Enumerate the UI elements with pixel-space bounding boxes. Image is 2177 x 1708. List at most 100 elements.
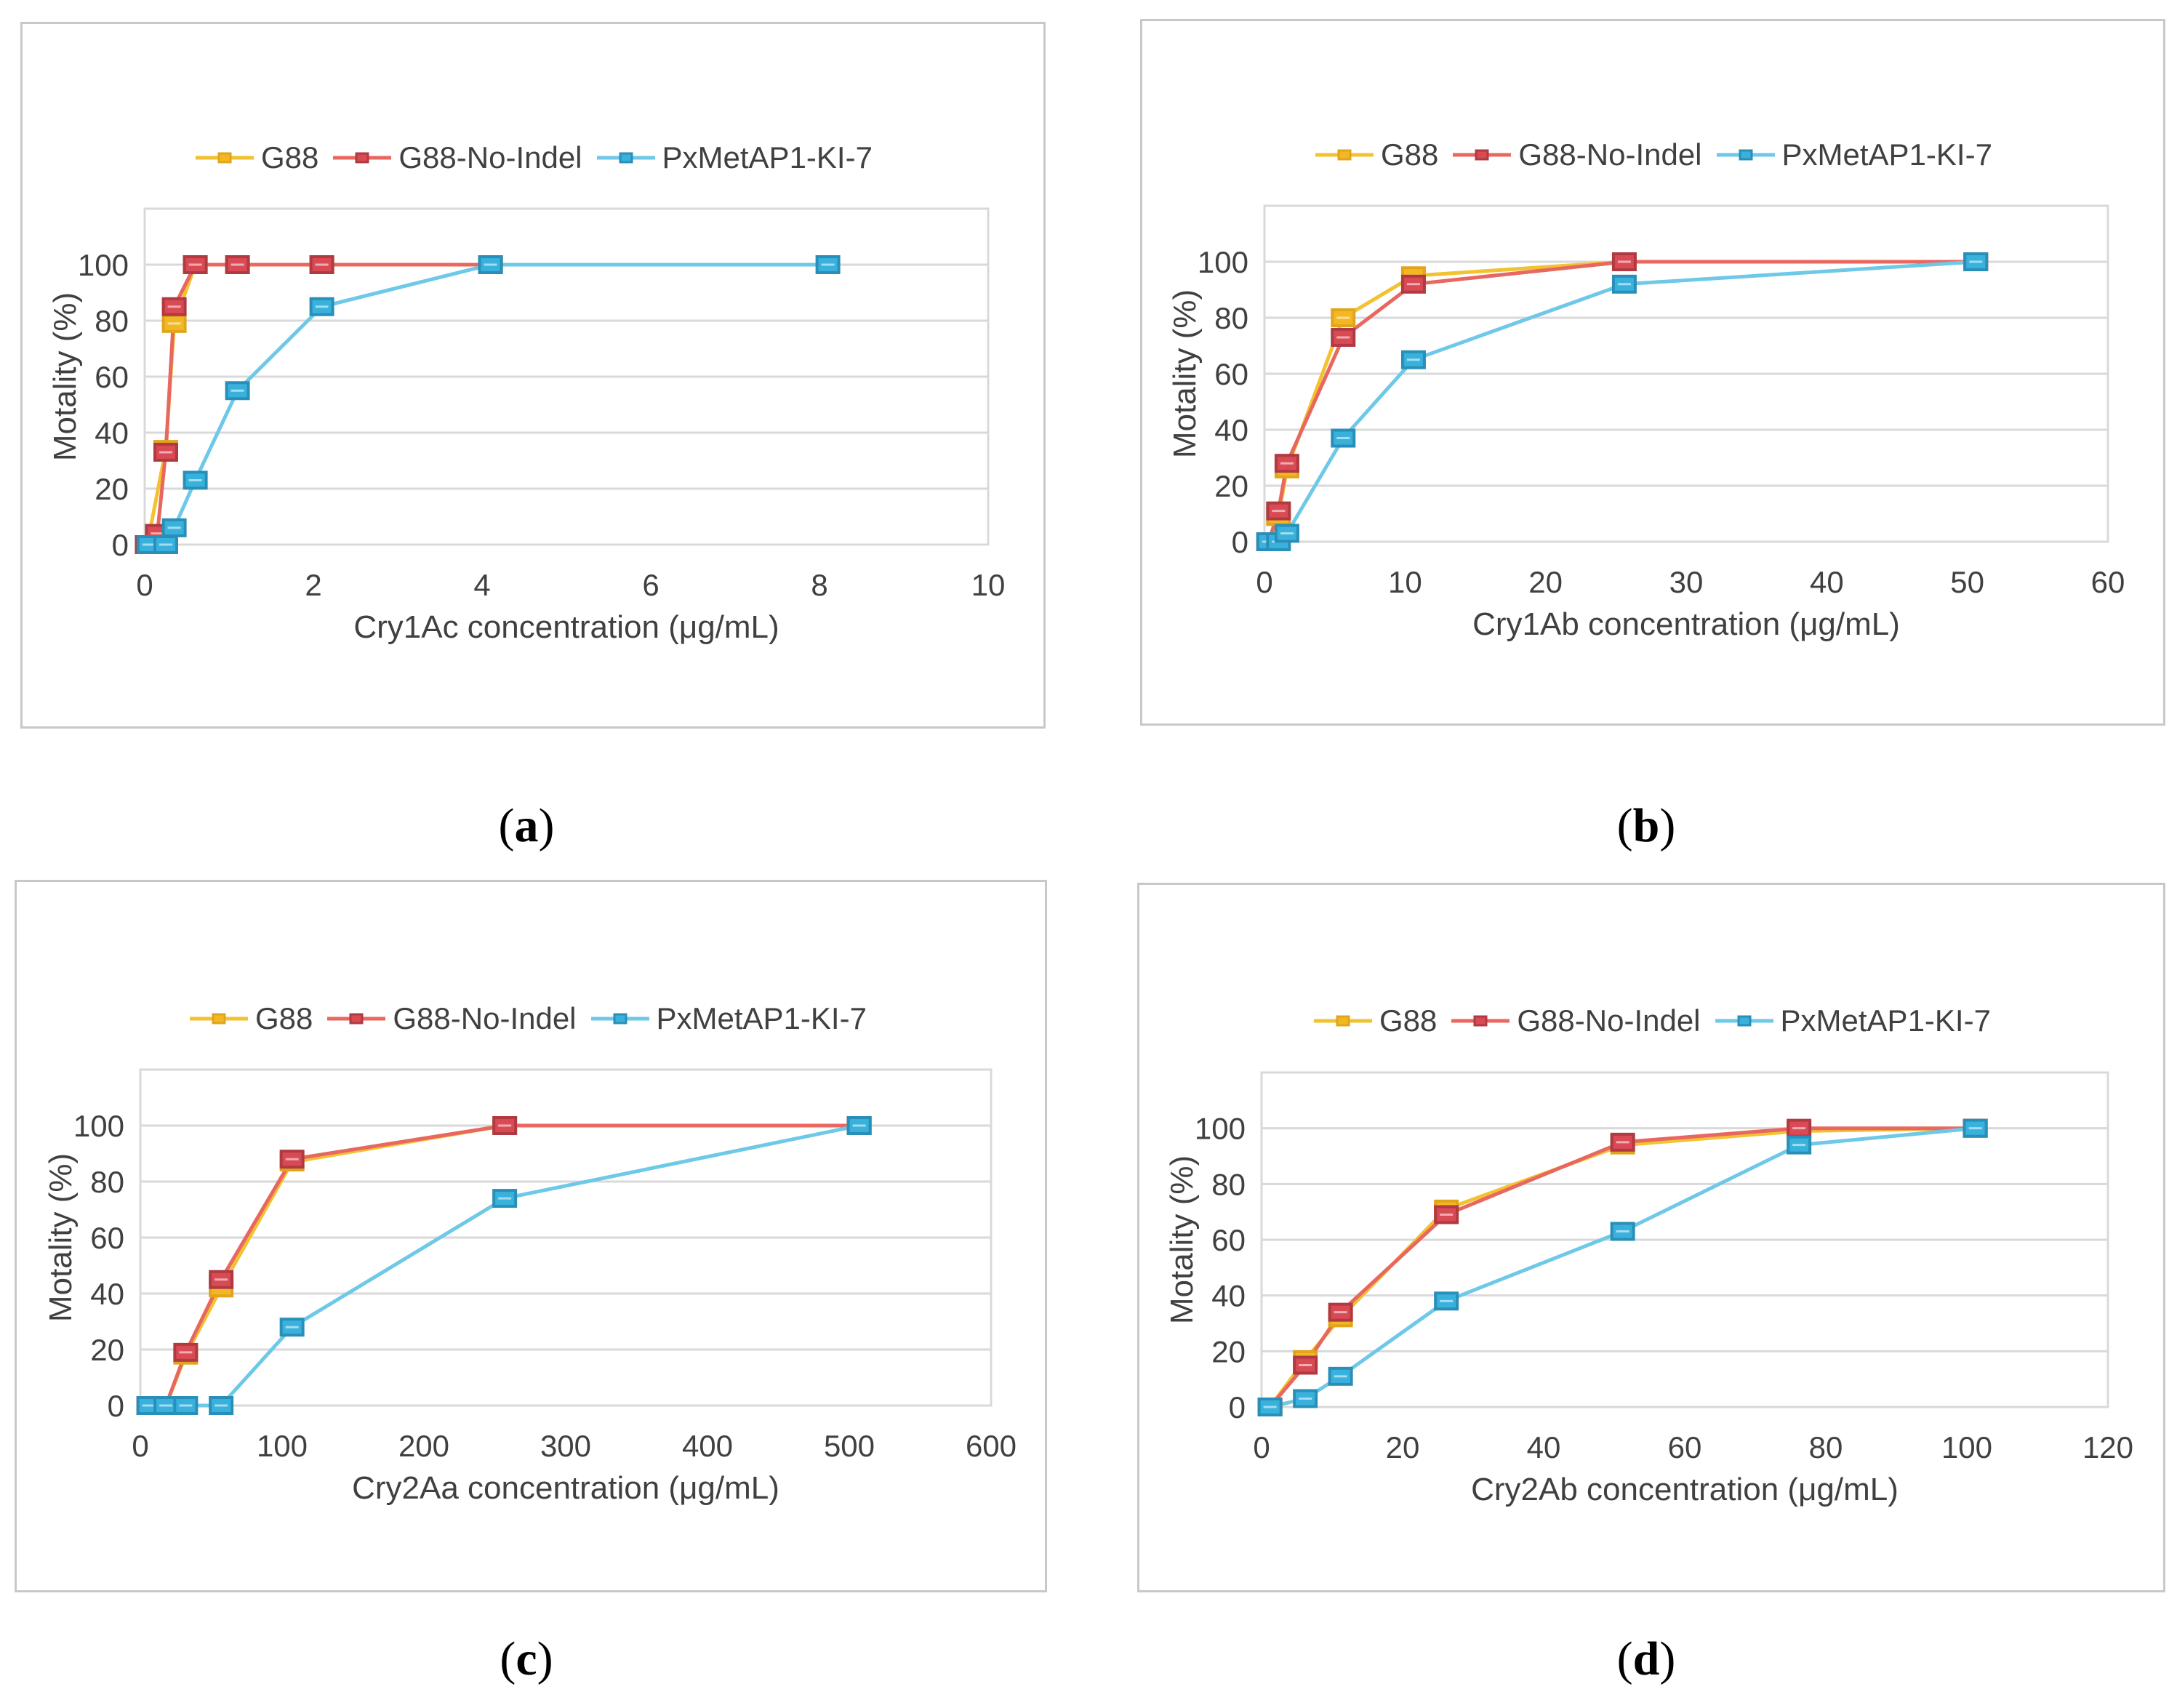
legend-item-g88-no-indel: G88-No-Indel	[327, 1001, 577, 1036]
x-tick-label: 40	[1527, 1430, 1561, 1464]
x-axis-title: Cry2Aa concentration (μg/mL)	[352, 1470, 779, 1506]
plot-d: 0 20 40 60 80 100 0 20 40 60 80 100 120 Cry2Ab concen…	[1164, 1071, 2133, 1507]
legend-item-g88-no-indel: G88-No-Indel	[1453, 137, 1702, 172]
y-tick-label: 0	[1229, 1390, 1246, 1424]
legend-c: G88 G88-No-Indel PxMetAP1-KI-7	[190, 1001, 881, 1036]
legend-label-g88-no-indel: G88-No-Indel	[1517, 1003, 1701, 1038]
legend-a: G88 G88-No-Indel PxMetAP1-KI-7	[196, 140, 887, 175]
y-tick-label: 0	[108, 1389, 124, 1423]
y-tick-label: 40	[95, 416, 129, 450]
legend-label-pxmetap1-ki-7: PxMetAP1-KI-7	[1780, 1003, 1991, 1038]
legend-swatch-pxmetap1-ki-7	[590, 1013, 649, 1025]
x-tick-label: 200	[398, 1429, 449, 1463]
chart-panel-a: G88 G88-No-Indel PxMetAP1-KI-7 0 20 40 60 80…	[20, 22, 1046, 729]
x-tick-label: 60	[2091, 565, 2125, 599]
x-tick-label: 80	[1809, 1430, 1843, 1464]
y-tick-label: 20	[1211, 1334, 1246, 1368]
chart-panel-c: G88 G88-No-Indel PxMetAP1-KI-7 0 20 40 60 80…	[15, 880, 1047, 1592]
legend-swatch-pxmetap1-ki-7	[1716, 149, 1775, 161]
y-tick-label: 80	[95, 304, 129, 338]
y-tick-label: 40	[90, 1277, 124, 1311]
legend-label-pxmetap1-ki-7: PxMetAP1-KI-7	[1781, 137, 1992, 172]
x-tick-label: 10	[1388, 565, 1422, 599]
legend-d: G88 G88-No-Indel PxMetAP1-KI-7	[1314, 1003, 2005, 1038]
legend-label-g88-no-indel: G88-No-Indel	[393, 1001, 577, 1035]
x-tick-label: 6	[642, 568, 659, 602]
x-tick-label: 20	[1528, 565, 1563, 599]
plot-c: 0 20 40 60 80 100 0 100 200 300 400 500 600 Cry2Aa co…	[43, 1068, 1017, 1506]
y-tick-label: 80	[1214, 301, 1248, 335]
legend-item-g88: G88	[190, 1001, 313, 1036]
legend-label-pxmetap1-ki-7: PxMetAP1-KI-7	[656, 1001, 867, 1035]
x-tick-label: 400	[682, 1429, 733, 1463]
x-axis-title: Cry1Ac concentration (μg/mL)	[353, 609, 779, 645]
x-tick-label: 0	[1253, 1430, 1270, 1464]
y-tick-label: 20	[1214, 469, 1248, 503]
plot-b: 0 20 40 60 80 100 0 10 20 30 40 50 60 Cry1Ab concentr…	[1167, 204, 2125, 642]
legend-item-pxmetap1-ki-7: PxMetAP1-KI-7	[1716, 137, 1992, 172]
x-tick-label: 4	[473, 568, 490, 602]
legend-swatch-g88-no-indel	[1451, 1015, 1510, 1027]
legend-label-pxmetap1-ki-7: PxMetAP1-KI-7	[662, 140, 873, 175]
y-tick-label: 40	[1214, 413, 1248, 447]
panel-label-c: (c)	[500, 1632, 553, 1685]
x-tick-label: 0	[1256, 565, 1272, 599]
plot-a: 0 20 40 60 80 100 0 2 4 6 8 10 Cry1Ac concentration …	[47, 207, 1006, 645]
x-tick-label: 0	[136, 568, 153, 602]
chart-panel-d: G88 G88-No-Indel PxMetAP1-KI-7 0 20 40 60 80…	[1137, 883, 2165, 1592]
legend-swatch-g88-no-indel	[1453, 149, 1512, 161]
x-tick-label: 100	[257, 1429, 308, 1463]
y-tick-label: 100	[1195, 1112, 1246, 1146]
legend-swatch-g88	[1314, 1015, 1372, 1027]
y-axis-title: Motality (%)	[1167, 289, 1203, 458]
x-tick-label: 500	[824, 1429, 875, 1463]
y-axis-title: Motality (%)	[43, 1153, 79, 1322]
y-axis-title: Motality (%)	[47, 292, 83, 461]
x-axis-title: Cry1Ab concentration (μg/mL)	[1472, 606, 1900, 642]
x-tick-label: 10	[971, 568, 1006, 602]
legend-swatch-pxmetap1-ki-7	[596, 152, 655, 164]
legend-swatch-g88	[196, 152, 254, 164]
legend-label-g88-no-indel: G88-No-Indel	[1518, 137, 1702, 172]
x-tick-label: 300	[540, 1429, 591, 1463]
x-tick-label: 60	[1668, 1430, 1702, 1464]
y-tick-label: 40	[1211, 1279, 1246, 1313]
legend-label-g88: G88	[1381, 137, 1439, 172]
y-tick-label: 60	[1211, 1223, 1246, 1257]
legend-swatch-pxmetap1-ki-7	[1715, 1015, 1773, 1027]
x-tick-label: 2	[305, 568, 321, 602]
legend-item-g88: G88	[1314, 1003, 1437, 1038]
legend-swatch-g88-no-indel	[333, 152, 392, 164]
series-line-g88-no-indel	[145, 262, 491, 546]
x-tick-label: 0	[132, 1429, 148, 1463]
legend-item-g88: G88	[1315, 137, 1438, 172]
x-tick-label: 8	[811, 568, 827, 602]
x-tick-label: 30	[1669, 565, 1704, 599]
legend-label-g88: G88	[255, 1001, 313, 1035]
panel-label-d: (d)	[1616, 1632, 1676, 1685]
y-tick-label: 100	[1198, 245, 1248, 279]
y-tick-label: 60	[95, 360, 129, 394]
x-tick-label: 120	[2082, 1430, 2133, 1464]
legend-item-g88-no-indel: G88-No-Indel	[333, 140, 582, 175]
y-tick-label: 80	[90, 1165, 124, 1199]
legend-item-pxmetap1-ki-7: PxMetAP1-KI-7	[596, 140, 873, 175]
x-tick-label: 20	[1386, 1430, 1420, 1464]
legend-item-pxmetap1-ki-7: PxMetAP1-KI-7	[590, 1001, 867, 1036]
legend-swatch-g88	[190, 1013, 248, 1025]
x-tick-label: 40	[1810, 565, 1844, 599]
x-axis-title: Cry2Ab concentration (μg/mL)	[1471, 1472, 1899, 1507]
y-tick-label: 20	[90, 1333, 124, 1367]
y-tick-label: 60	[1214, 357, 1248, 391]
x-tick-label: 600	[966, 1429, 1017, 1463]
y-tick-label: 20	[95, 472, 129, 506]
y-tick-label: 60	[90, 1221, 124, 1255]
legend-item-g88-no-indel: G88-No-Indel	[1451, 1003, 1701, 1038]
x-tick-label: 100	[1941, 1430, 1992, 1464]
y-tick-label: 100	[73, 1109, 124, 1143]
y-tick-label: 80	[1211, 1167, 1246, 1201]
legend-label-g88: G88	[261, 140, 319, 175]
legend-swatch-g88-no-indel	[327, 1013, 386, 1025]
legend-swatch-g88	[1315, 149, 1374, 161]
panel-label-b: (b)	[1616, 799, 1676, 852]
